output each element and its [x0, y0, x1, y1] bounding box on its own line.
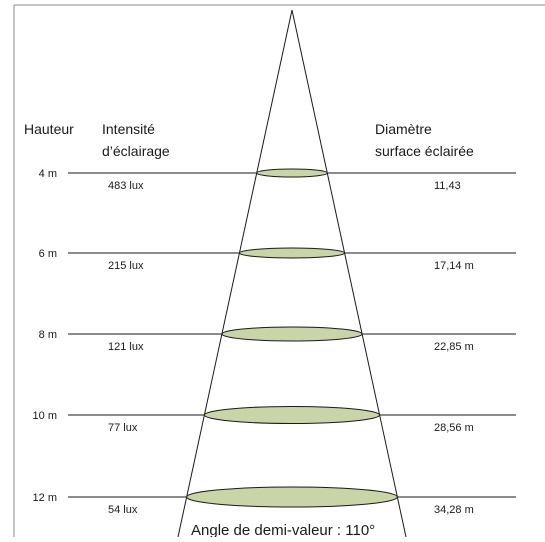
diameter-value: 11,43 [434, 180, 461, 192]
intensity-value: 77 lux [108, 422, 138, 434]
intensity-value: 215 lux [108, 260, 144, 272]
illuminated-area-ellipse [256, 168, 328, 178]
diameter-value: 28,56 m [434, 422, 474, 434]
height-label: 12 m [33, 492, 57, 504]
header-intensity-line2: d’éclairage [102, 143, 170, 159]
half-value-angle-caption: Angle de demi-valeur : 110° [191, 522, 375, 537]
illuminated-area-ellipse [221, 326, 363, 342]
intensity-value: 121 lux [108, 341, 144, 353]
height-row: 10 m 77 lux 28,56 m [33, 406, 516, 434]
height-row: 12 m 54 lux 34,28 m [33, 486, 516, 516]
cone-left-edge [177, 9, 293, 538]
illuminated-area-ellipse [203, 406, 381, 424]
intensity-value: 54 lux [108, 504, 138, 516]
height-row: 4 m 483 lux 11,43 [39, 168, 516, 192]
header-diameter-line1: Diamètre [375, 121, 432, 137]
cone-right-edge [291, 9, 407, 538]
header-diameter-line2: surface éclairée [375, 143, 474, 159]
height-label: 10 m [33, 410, 57, 422]
illuminated-area-ellipse [238, 247, 346, 259]
height-rows: 4 m 483 lux 11,43 6 m 215 lux 17,14 m 8 m 121 l… [33, 168, 516, 516]
intensity-value: 483 lux [108, 180, 144, 192]
header-intensity-line1: Intensité [102, 121, 155, 137]
height-label: 6 m [39, 248, 57, 260]
diameter-value: 22,85 m [434, 341, 474, 353]
header-height: Hauteur [24, 121, 74, 137]
illuminated-area-ellipse [186, 486, 398, 508]
height-label: 8 m [39, 329, 57, 341]
height-row: 6 m 215 lux 17,14 m [39, 247, 516, 272]
height-row: 8 m 121 lux 22,85 m [39, 326, 516, 353]
diameter-value: 34,28 m [434, 504, 474, 516]
diameter-value: 17,14 m [434, 260, 474, 272]
height-label: 4 m [39, 168, 57, 180]
